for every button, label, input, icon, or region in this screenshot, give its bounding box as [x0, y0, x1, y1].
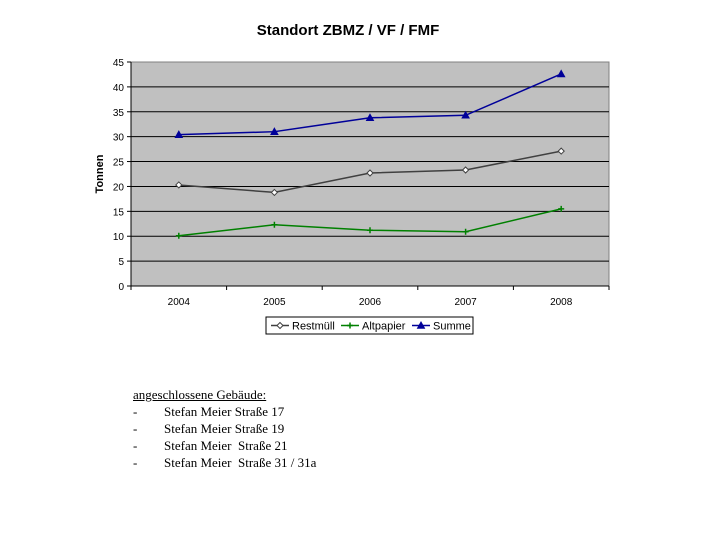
data-point-restm-ll [461, 166, 470, 174]
data-point-summe [461, 110, 470, 119]
y-tick-label: 30 [113, 133, 125, 144]
list-item: - Stefan Meier Straße 31 / 31a [133, 454, 533, 471]
x-tick-labels: 2004 2005 2006 2007 2008 [168, 297, 573, 308]
gridlines [127, 61, 609, 287]
data-point-summe [174, 130, 184, 138]
data-point-altpapier [271, 221, 278, 228]
connected-buildings-note: angeschlossene Gebäude: - Stefan Meier S… [133, 386, 533, 471]
line-chart: Standort ZBMZ / VF / FMF 0 5 10 15 20 25 30 35 4… [94, 22, 610, 335]
series-lines [174, 69, 566, 239]
data-point-summe [365, 113, 375, 122]
y-tick-label: 0 [118, 282, 124, 293]
building-address: Stefan Meier Straße 31 / 31a [164, 455, 317, 470]
list-item: - Stefan Meier Straße 19 [133, 420, 533, 437]
y-tick-label: 40 [113, 83, 125, 94]
data-point-summe [270, 127, 279, 135]
y-tick-label: 35 [113, 108, 125, 119]
legend-label-restm-ll: Restmüll [292, 321, 335, 333]
legend-box [265, 316, 474, 335]
data-point-altpapier [175, 232, 182, 239]
building-address: Stefan Meier Straße 21 [164, 438, 288, 453]
legend: Restmüll Altpapier Summe [265, 316, 474, 335]
data-point-restm-ll [366, 169, 374, 177]
legend-label-summe: Summe [433, 321, 471, 333]
y-axis-label: Tonnen [94, 154, 106, 193]
x-tick-label: 2004 [168, 297, 191, 308]
data-point-altpapier [462, 228, 469, 235]
y-tick-label: 25 [113, 158, 125, 169]
data-point-restm-ll [270, 188, 279, 197]
building-address: Stefan Meier Straße 17 [164, 404, 285, 419]
y-tick-label: 15 [113, 207, 125, 218]
list-item: - Stefan Meier Straße 17 [133, 403, 533, 420]
list-bullet: - [133, 455, 138, 470]
x-tick-label: 2007 [454, 297, 477, 308]
notes-heading: angeschlossene Gebäude: [133, 387, 267, 402]
list-bullet: - [133, 404, 138, 419]
legend-marker-altpapier [347, 322, 353, 329]
legend-label-altpapier: Altpapier [362, 321, 406, 333]
legend-marker-restm-ll [276, 321, 284, 330]
y-tick-label: 10 [113, 232, 125, 243]
data-point-restm-ll [175, 181, 183, 189]
data-point-altpapier [367, 227, 373, 234]
data-point-altpapier [558, 205, 565, 212]
data-point-summe [556, 69, 566, 78]
chart: Standort ZBMZ / VF / FMF 0 5 10 15 20 25 30 35 4… [94, 22, 610, 335]
y-tick-labels: 0 5 10 15 20 25 30 35 40 45 [113, 58, 125, 293]
y-tick-label: 5 [118, 257, 124, 268]
chart-title: Standort ZBMZ / VF / FMF [257, 22, 439, 39]
list-item: - Stefan Meier Straße 21 [133, 437, 533, 454]
list-bullet: - [133, 421, 138, 436]
y-tick-label: 45 [113, 58, 125, 69]
y-tick-label: 20 [113, 182, 125, 193]
data-point-restm-ll [557, 147, 565, 155]
legend-marker-summe [416, 320, 426, 329]
list-bullet: - [133, 438, 138, 453]
x-tick-label: 2006 [359, 297, 382, 308]
building-address: Stefan Meier Straße 19 [164, 421, 285, 436]
x-tick-label: 2008 [550, 297, 573, 308]
x-tick-label: 2005 [263, 297, 286, 308]
axes [130, 62, 610, 290]
